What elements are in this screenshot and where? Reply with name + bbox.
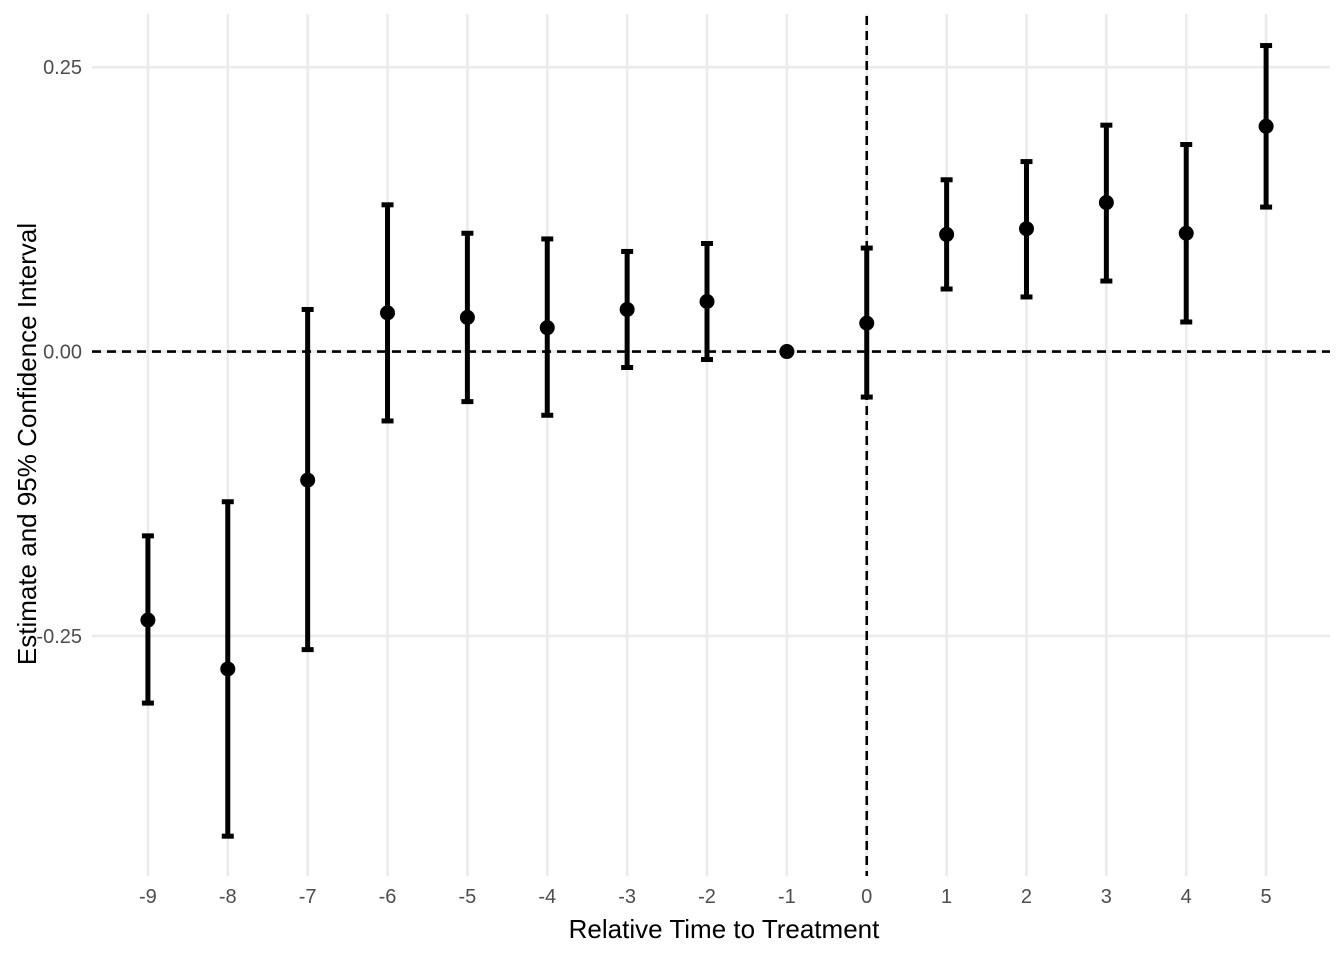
- grid: [92, 14, 1330, 876]
- estimate-point: [1018, 221, 1034, 237]
- estimate-point: [459, 309, 475, 325]
- estimate-point: [699, 294, 715, 310]
- estimate-point: [939, 226, 955, 242]
- estimate-point: [539, 320, 555, 336]
- estimate-point: [859, 315, 875, 331]
- estimate-point: [619, 301, 635, 317]
- y-tick-label: 0.00: [43, 342, 82, 364]
- estimate-point: [380, 305, 396, 321]
- x-tick-label: 3: [1101, 886, 1112, 908]
- x-axis-title: Relative Time to Treatment: [569, 914, 880, 944]
- estimate-point: [1098, 195, 1114, 211]
- y-axis-title: Estimate and 95% Confidence Interval: [12, 223, 42, 665]
- x-tick-label: -8: [219, 886, 237, 908]
- x-axis-ticks: -9 -8 -7 -6 -5 -4 -3 -2 -1 0 1 2 3 4 5: [139, 886, 1272, 908]
- y-tick-label: 0.25: [43, 57, 82, 79]
- estimate-point: [140, 612, 156, 628]
- x-tick-label: -4: [538, 886, 556, 908]
- x-tick-label: -5: [458, 886, 476, 908]
- y-axis-ticks: -0.25 0.00 0.25: [36, 57, 82, 648]
- estimate-point: [220, 661, 236, 677]
- x-tick-label: 4: [1181, 886, 1192, 908]
- x-tick-label: 1: [941, 886, 952, 908]
- estimate-point: [1178, 225, 1194, 241]
- reference-lines: [92, 16, 1330, 876]
- x-tick-label: 0: [861, 886, 872, 908]
- x-tick-label: -3: [618, 886, 636, 908]
- y-tick-label: -0.25: [36, 626, 82, 648]
- x-tick-label: -9: [139, 886, 157, 908]
- x-tick-label: 5: [1261, 886, 1272, 908]
- estimate-point: [300, 472, 316, 488]
- x-tick-label: -1: [778, 886, 796, 908]
- estimate-points: [140, 118, 1274, 677]
- estimate-point: [779, 344, 795, 360]
- x-tick-label: -2: [698, 886, 716, 908]
- x-tick-label: -7: [299, 886, 317, 908]
- x-tick-label: -6: [379, 886, 397, 908]
- x-tick-label: 2: [1021, 886, 1032, 908]
- estimate-point: [1258, 118, 1274, 134]
